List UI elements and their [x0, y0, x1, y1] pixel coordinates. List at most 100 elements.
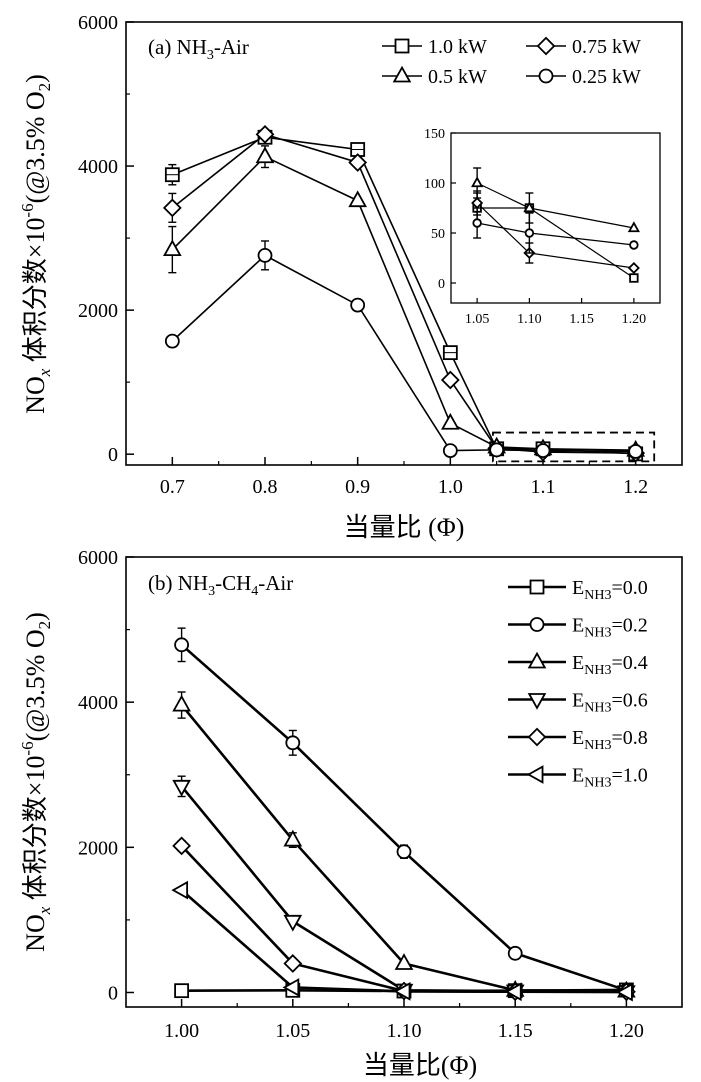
inset-data-point [472, 218, 482, 228]
y-tick-label: 6000 [78, 547, 118, 569]
legend-item: ENH3=0.6 [508, 690, 648, 716]
legend-marker [526, 765, 544, 784]
legend-item: ENH3=1.0 [508, 765, 648, 791]
legend-label: ENH3=0.2 [572, 615, 648, 641]
y-tick-label: 6000 [78, 12, 118, 34]
inset-data-point [627, 221, 640, 233]
series-enh3-1-0 [171, 880, 633, 1002]
inset-x-tick-label: 1.05 [465, 312, 490, 327]
inset-data-point [629, 273, 639, 283]
panel-b-x-axis-label: 当量比(Φ) [363, 1051, 477, 1080]
data-point [348, 190, 367, 208]
series-0.25kw [164, 240, 644, 459]
data-point [283, 954, 303, 973]
inset-y-tick-label: 100 [424, 177, 445, 192]
legend-label: 0.25 kW [572, 66, 641, 88]
legend-label: 0.5 kW [428, 66, 487, 88]
inset-x-tick-label: 1.15 [569, 312, 594, 327]
inset-series-0.25kw [472, 207, 639, 254]
inset-y-tick-label: 50 [431, 227, 445, 242]
y-tick-label: 2000 [78, 300, 118, 322]
data-point [164, 333, 180, 349]
inset-frame [450, 132, 661, 304]
inset-data-point [629, 240, 639, 250]
legend-marker [527, 693, 547, 710]
data-point [174, 983, 190, 999]
panel-b-y-axis-label: NOx 体积分数×10-6(@3.5% O2) [18, 612, 54, 952]
panel-b-title: (b) NH3-CH4-Air [148, 571, 293, 599]
inset-data-point [524, 228, 535, 238]
data-point [283, 829, 303, 847]
data-point [628, 444, 644, 459]
x-tick-label: 1.1 [531, 476, 556, 498]
y-tick-label: 0 [108, 982, 118, 1004]
y-tick-label: 2000 [78, 837, 118, 859]
series-line [180, 643, 627, 992]
data-point [171, 880, 189, 900]
legend-label: ENH3=0.0 [572, 577, 648, 603]
data-point [394, 953, 414, 970]
data-point [163, 239, 182, 257]
data-point [350, 297, 366, 313]
legend-label: ENH3=0.6 [572, 690, 648, 716]
data-point [285, 735, 301, 751]
legend-item: 0.5 kW [382, 65, 487, 88]
inset-y-tick-label: 150 [424, 127, 445, 142]
data-point [348, 153, 368, 172]
data-point [396, 844, 412, 860]
legend-item: 0.75 kW [526, 36, 641, 58]
x-tick-label: 0.9 [345, 476, 370, 498]
legend-label: ENH3=0.8 [572, 727, 648, 753]
inset-data-point [627, 261, 640, 275]
data-point [616, 982, 633, 1002]
panel-b-chart: 0 2000 4000 6000 1.00 1.05 1.10 1.15 1.20 ENH3=0… [18, 547, 683, 1080]
legend-marker [529, 579, 545, 595]
data-point [257, 247, 273, 263]
legend-marker [527, 727, 547, 747]
legend-label: ENH3=1.0 [572, 765, 648, 791]
x-tick-label: 1.0 [438, 476, 463, 498]
x-tick-label: 0.8 [253, 476, 278, 498]
x-tick-label: 1.20 [609, 1020, 644, 1042]
data-point [393, 982, 411, 1001]
legend-item: ENH3=0.2 [508, 615, 648, 641]
data-point [535, 443, 551, 458]
x-tick-label: 1.05 [275, 1020, 310, 1042]
data-point [172, 779, 191, 797]
data-point [504, 982, 522, 1002]
y-tick-label: 4000 [78, 692, 118, 714]
legend-label: 1.0 kW [428, 36, 487, 58]
data-point [255, 146, 275, 164]
inset-data-point [523, 201, 536, 213]
data-point [283, 914, 303, 932]
x-tick-label: 1.2 [623, 476, 648, 498]
legend-marker [536, 36, 556, 56]
data-point [440, 370, 460, 390]
y-tick-label: 0 [108, 444, 118, 466]
legend-item: ENH3=0.4 [508, 651, 648, 678]
legend-marker [529, 617, 545, 632]
inset-y-tick-label: 0 [438, 277, 445, 292]
inset-series-0.5kw [471, 167, 640, 233]
data-point [172, 836, 191, 856]
data-point [507, 945, 523, 961]
series-enh3-0-2 [174, 627, 634, 998]
x-tick-label: 1.00 [164, 1020, 199, 1042]
x-tick-label: 0.7 [160, 476, 185, 498]
legend-marker [538, 68, 554, 84]
x-tick-label: 1.15 [498, 1020, 533, 1042]
panel-a-chart: 0 2000 4000 6000 0.7 0.8 0.9 1.0 1.1 1.2 0 50 100 15… [18, 12, 683, 542]
panel-a-x-axis-label: 当量比 (Φ) [344, 513, 465, 542]
legend-item: 0.25 kW [526, 66, 641, 88]
data-point [255, 124, 275, 144]
legend-item: ENH3=0.8 [508, 727, 648, 753]
data-point [162, 198, 182, 218]
legend-marker [392, 65, 412, 83]
legend-label: ENH3=0.4 [572, 652, 648, 678]
legend-item: ENH3=0.0 [508, 577, 648, 603]
data-point [282, 978, 300, 997]
legend-item: 1.0 kW [382, 36, 487, 58]
inset-data-point [471, 176, 484, 188]
inset-x-tick-label: 1.10 [517, 312, 542, 327]
